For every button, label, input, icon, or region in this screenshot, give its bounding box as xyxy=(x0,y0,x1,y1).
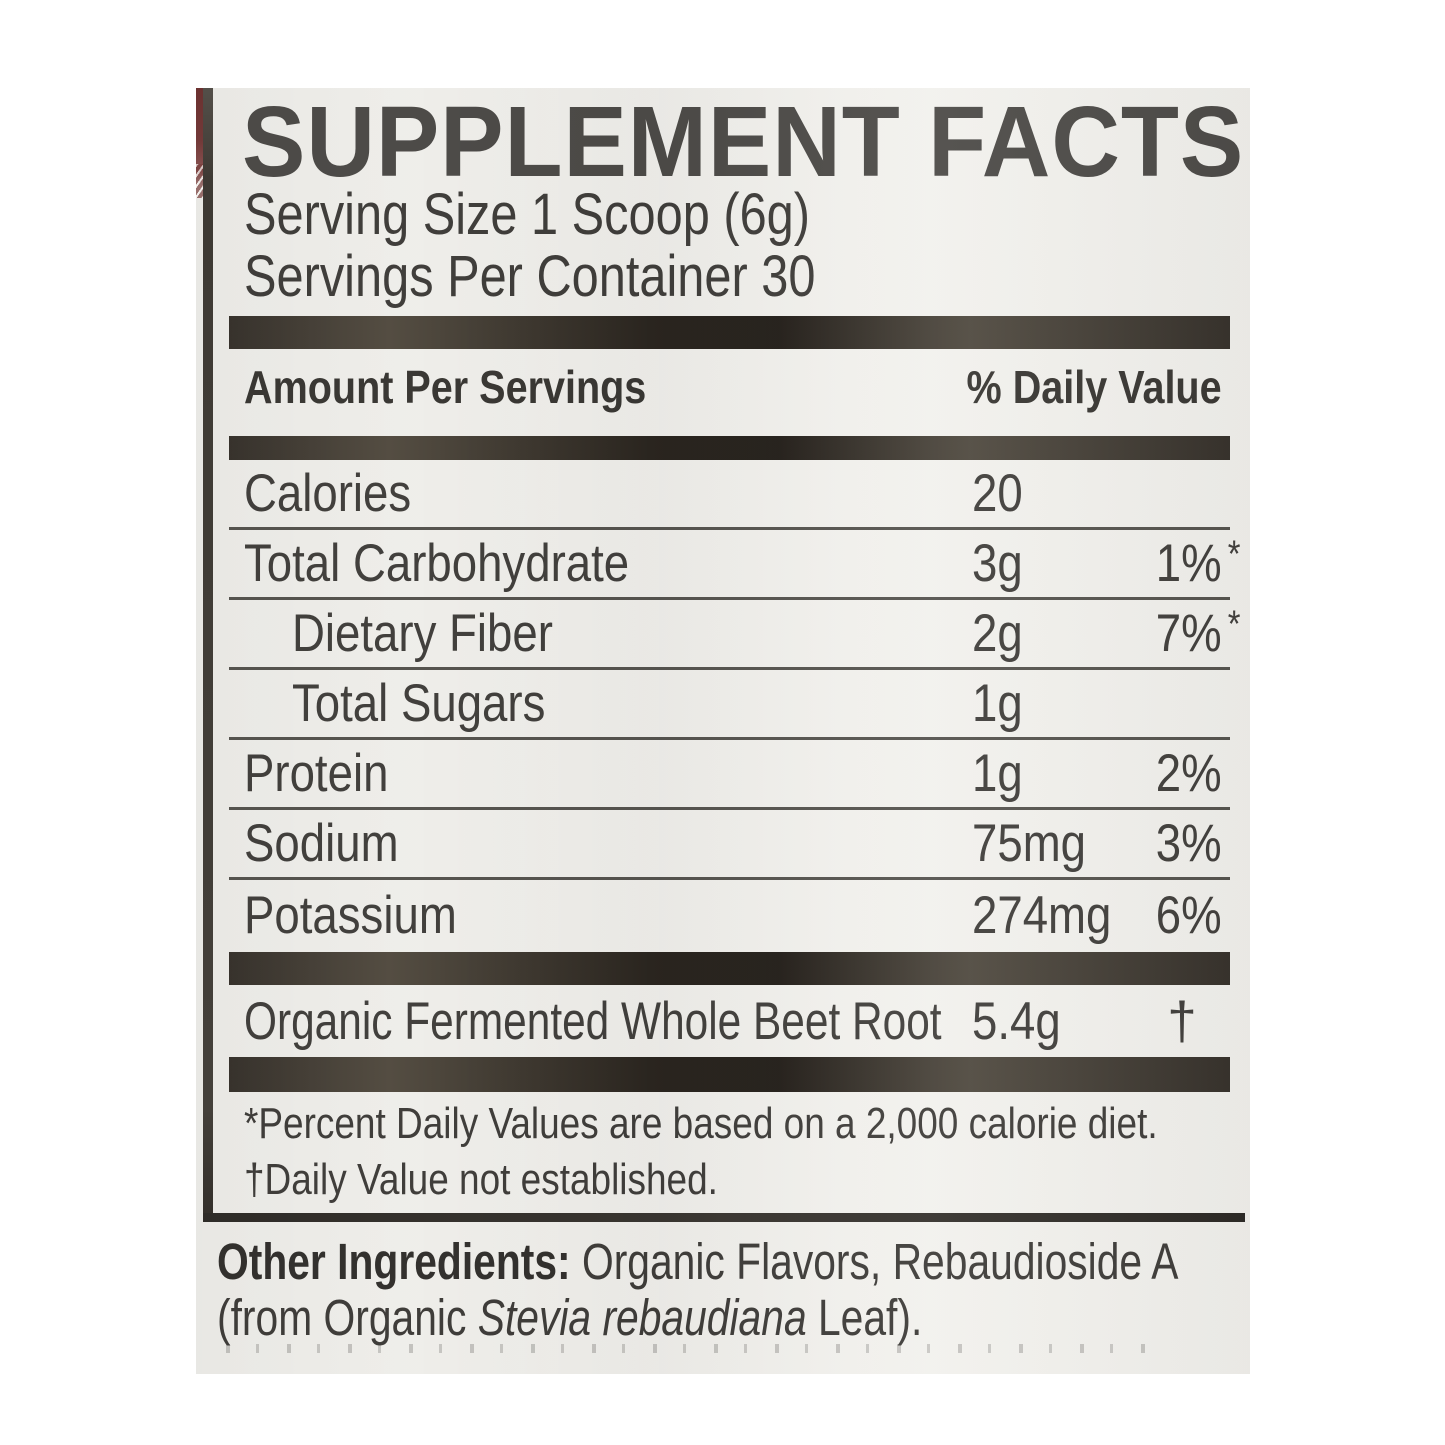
nutrient-daily-value: 3% xyxy=(1156,814,1222,873)
separator-bar-ingredient xyxy=(229,1057,1230,1092)
nutrient-row: Sodium 75mg 3% xyxy=(229,810,1230,880)
nutrient-amount: 1g xyxy=(972,674,1023,733)
latin-name: Stevia rebaudiana xyxy=(477,1289,807,1347)
nutrient-name: Total Sugars xyxy=(292,674,546,733)
nutrient-amount: 75mg xyxy=(972,814,1087,873)
other-ingredients: Other Ingredients: Organic Flavors, Reba… xyxy=(217,1233,1227,1347)
facts-header-row: Amount Per Servings % Daily Value xyxy=(229,356,1230,418)
facts-title: SUPPLEMENT FACTS xyxy=(242,92,1297,192)
servings-per-container-line: Servings Per Container 30 xyxy=(244,244,816,309)
ingredient-row: Organic Fermented Whole Beet Root 5.4g † xyxy=(229,985,1230,1057)
nutrient-row: Total Sugars 1g xyxy=(229,670,1230,740)
footnote-percent: *Percent Daily Values are based on a 2,0… xyxy=(244,1099,1158,1148)
ingredient-amount: 5.4g xyxy=(972,991,1061,1051)
nutrient-daily-value: 2% xyxy=(1156,744,1222,803)
separator-bar-header xyxy=(229,436,1230,460)
facts-box-left-border xyxy=(203,88,213,1222)
nutrient-name: Protein xyxy=(244,744,389,803)
cutoff-text-remnant xyxy=(226,1344,1166,1353)
nutrient-name: Sodium xyxy=(244,814,399,873)
nutrient-daily-value xyxy=(1142,673,1222,734)
nutrient-daily-value: 7% * xyxy=(1155,602,1241,663)
serving-size-line: Serving Size 1 Scoop (6g) xyxy=(244,182,810,247)
nutrient-name: Total Carbohydrate xyxy=(244,534,630,593)
separator-bar-nutrients xyxy=(229,952,1230,985)
nutrient-row: Dietary Fiber 2g 7% * xyxy=(229,600,1241,670)
other-ingredients-line2: (from Organic Stevia rebaudiana Leaf). xyxy=(217,1289,923,1347)
nutrient-daily-value xyxy=(1142,463,1222,524)
nutrient-rows: Calories 20 Total Carbohydrate 3g 1% * Dietary… xyxy=(229,460,1241,950)
nutrient-amount: 1g xyxy=(972,744,1023,803)
nutrient-daily-value: 6% xyxy=(1156,885,1222,945)
nutrient-name: Calories xyxy=(244,464,412,523)
ingredient-name: Organic Fermented Whole Beet Root xyxy=(244,991,942,1051)
other-ingredients-line1: Other Ingredients: Organic Flavors, Reba… xyxy=(217,1233,1179,1290)
daily-value-column-header: % Daily Value xyxy=(966,361,1222,413)
nutrient-row: Potassium 274mg 6% xyxy=(229,880,1230,950)
amount-column-header: Amount Per Servings xyxy=(244,361,647,413)
nutrient-row: Total Carbohydrate 3g 1% * xyxy=(229,530,1241,600)
supplement-facts-label: SUPPLEMENT FACTS Serving Size 1 Scoop (6… xyxy=(196,88,1250,1374)
facts-title-text: SUPPLEMENT FACTS xyxy=(242,86,1245,198)
separator-bar-top xyxy=(229,316,1230,349)
nutrient-amount: 2g xyxy=(972,604,1023,663)
nutrient-amount: 274mg xyxy=(972,885,1112,945)
nutrient-amount: 3g xyxy=(972,534,1023,593)
nutrient-row: Calories 20 xyxy=(229,460,1230,530)
nutrient-name: Potassium xyxy=(244,885,457,945)
nutrient-amount: 20 xyxy=(972,464,1023,523)
nutrient-name: Dietary Fiber xyxy=(292,604,553,663)
nutrient-daily-value: 1% * xyxy=(1155,532,1241,593)
other-ingredients-lead: Other Ingredients: xyxy=(217,1233,571,1290)
daily-value-dagger: † xyxy=(1167,991,1197,1051)
nutrient-row: Protein 1g 2% xyxy=(229,740,1230,810)
footnote-dagger: †Daily Value not established. xyxy=(244,1155,718,1204)
facts-box-bottom-border xyxy=(203,1213,1245,1222)
